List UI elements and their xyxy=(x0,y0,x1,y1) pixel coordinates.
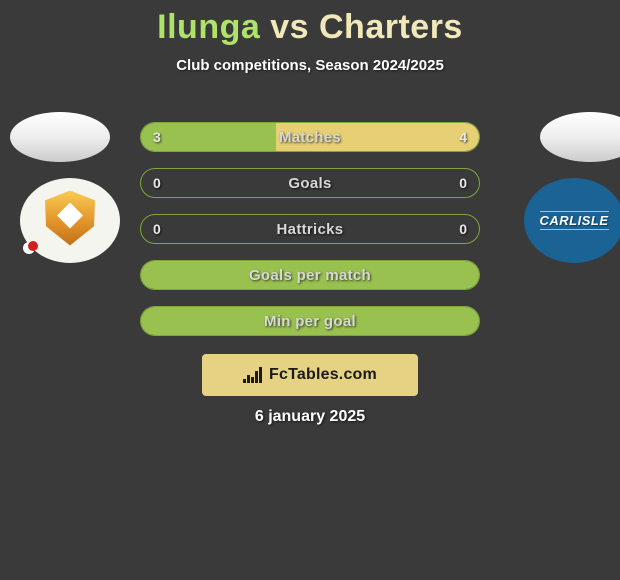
player1-avatar xyxy=(10,112,110,162)
comparison-title: Ilunga vs Charters xyxy=(0,0,620,47)
source-badge: FcTables.com xyxy=(202,354,418,396)
player2-avatar xyxy=(540,112,620,162)
stat-bars: 34Matches 00Goals 00Hattricks Goals per mat… xyxy=(140,122,480,352)
date-text: 6 january 2025 xyxy=(0,408,620,426)
stat-bar-row: 00Goals xyxy=(140,168,480,198)
stat-bar-row: Goals per match xyxy=(140,260,480,290)
mk-dons-crest xyxy=(45,191,95,251)
bar-label: Matches xyxy=(141,123,479,151)
club-right-badge: CARLISLE xyxy=(524,178,620,263)
player1-name: Ilunga xyxy=(157,8,260,46)
bar-label: Min per goal xyxy=(141,307,479,335)
stat-bar-row: 34Matches xyxy=(140,122,480,152)
subtitle: Club competitions, Season 2024/2025 xyxy=(0,57,620,74)
bar-label: Hattricks xyxy=(141,215,479,243)
bar-label: Goals xyxy=(141,169,479,197)
stat-bar-row: 00Hattricks xyxy=(140,214,480,244)
club-left-badge xyxy=(20,178,120,263)
bar-label: Goals per match xyxy=(141,261,479,289)
player2-name: Charters xyxy=(319,8,463,46)
carlisle-label: CARLISLE xyxy=(540,211,609,230)
brand-text: FcTables.com xyxy=(269,366,377,384)
stat-bar-row: Min per goal xyxy=(140,306,480,336)
vs-text: vs xyxy=(270,8,309,46)
chart-icon xyxy=(243,367,263,383)
